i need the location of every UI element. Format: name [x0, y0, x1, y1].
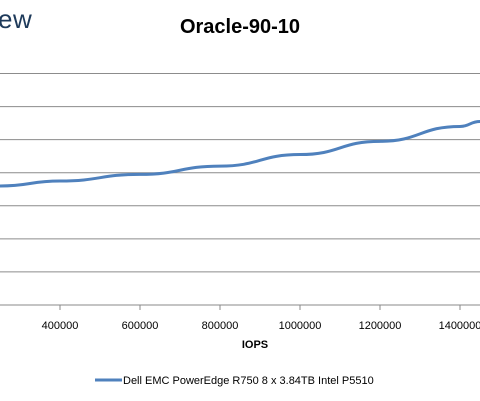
x-tick-labels: 400000 600000 800000 1000000 1200000 1400000 — [42, 305, 480, 332]
logo-watermark: ew — [0, 4, 33, 34]
x-tick-label: 1200000 — [359, 320, 402, 332]
series-line — [0, 119, 480, 188]
series-lines — [0, 119, 480, 188]
x-tick-label: 800000 — [202, 320, 239, 332]
chart-title: Oracle-90-10 — [180, 16, 300, 38]
x-tick-label: 400000 — [42, 320, 79, 332]
x-tick-label: 1400000 — [439, 320, 480, 332]
legend-label: Dell EMC PowerEdge R750 8 x 3.84TB Intel… — [123, 375, 374, 387]
x-tick-label: 600000 — [122, 320, 159, 332]
x-tick-label: 1000000 — [279, 320, 322, 332]
gridlines — [0, 73, 480, 306]
x-axis-title: IOPS — [242, 339, 268, 351]
legend: Dell EMC PowerEdge R750 8 x 3.84TB Intel… — [95, 375, 374, 387]
